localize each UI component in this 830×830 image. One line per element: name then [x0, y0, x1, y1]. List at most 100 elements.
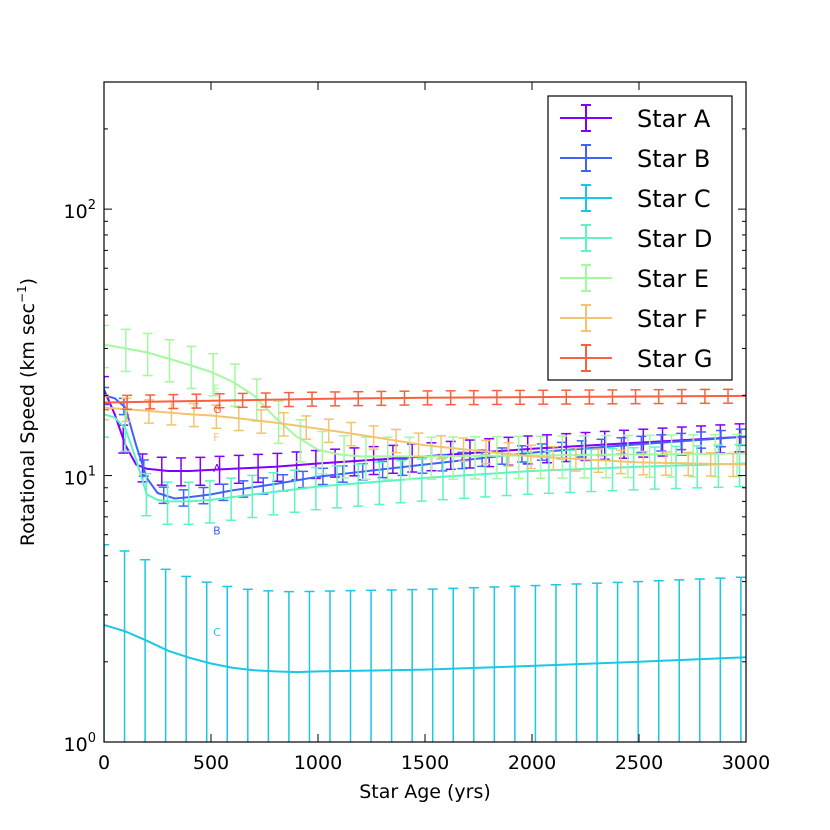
plot-area: A B C E F G [104, 324, 746, 742]
x-tick-label: 3000 [722, 752, 770, 774]
error-bar [694, 578, 705, 742]
legend-item: Star D [560, 224, 712, 253]
error-bar [353, 463, 364, 507]
legend-item: Star E [560, 264, 709, 293]
y-tick-label-base: 10 [64, 734, 88, 756]
error-bar [119, 550, 130, 742]
error-bar [448, 436, 459, 480]
error-bar [557, 435, 568, 479]
y-axis-label-main: Rotational Speed (km sec [17, 303, 39, 546]
legend-label: Star A [637, 105, 711, 133]
error-bar [263, 590, 274, 742]
error-bar [416, 458, 427, 502]
error-bar [289, 469, 300, 513]
error-bar [601, 434, 612, 479]
error-bar [104, 386, 109, 405]
series-star-c: C [104, 543, 746, 742]
error-bar [204, 480, 215, 524]
error-bar [395, 459, 406, 504]
error-bar [386, 589, 397, 742]
error-bar [448, 587, 459, 742]
error-bar [653, 579, 664, 742]
error-bar [489, 586, 500, 742]
error-bar [437, 456, 448, 501]
error-bar [407, 588, 418, 742]
legend: Star A Star B Star C Star D Star E Star F Star… [547, 95, 733, 381]
error-bar [571, 583, 582, 742]
error-bar [715, 577, 726, 742]
y-tick-label-base: 10 [64, 468, 88, 490]
legend-item: Star C [560, 184, 711, 213]
error-bar [622, 434, 633, 479]
error-bar [491, 435, 502, 480]
error-bar [550, 584, 561, 742]
y-axis-label: Rotational Speed (km sec−1) [15, 278, 39, 546]
error-bar [579, 435, 590, 479]
error-bar [162, 481, 173, 526]
error-bar [268, 471, 279, 516]
error-bar [317, 430, 328, 475]
series-star-d [104, 394, 746, 526]
x-tick-label: 0 [98, 752, 110, 774]
y-tick-label: 101 [64, 465, 96, 490]
legend-item: Star F [560, 304, 708, 333]
error-bar [374, 461, 385, 506]
error-bar [735, 576, 746, 742]
series-tag: B [213, 525, 221, 538]
error-bar [324, 590, 335, 742]
legend-label: Star D [637, 225, 712, 253]
error-bar [509, 585, 520, 742]
error-bar [674, 579, 685, 742]
error-bar [201, 581, 212, 742]
error-bar [120, 328, 131, 373]
series-tag: F [213, 431, 219, 444]
y-tick-label-exponent: 0 [88, 731, 96, 746]
legend-label: Star E [637, 265, 709, 293]
error-bar [426, 436, 437, 481]
error-bar [530, 584, 541, 742]
error-bar [104, 324, 109, 369]
error-bar [612, 581, 623, 742]
x-tick-label: 2500 [615, 752, 663, 774]
error-bar [427, 588, 438, 742]
error-bar [501, 452, 512, 497]
error-bar [366, 589, 377, 742]
legend-item: Star B [560, 144, 710, 173]
x-tick-label: 1000 [294, 752, 342, 774]
error-bar [140, 558, 151, 742]
error-bar [142, 332, 153, 377]
x-tick-label: 500 [193, 752, 229, 774]
error-bar [404, 436, 415, 481]
series-line [104, 343, 746, 458]
y-tick-label: 102 [64, 198, 96, 223]
error-bar [382, 436, 393, 481]
error-bar [565, 449, 576, 494]
error-bar [644, 434, 655, 479]
error-bar [459, 455, 470, 500]
error-bar [226, 477, 237, 522]
error-bar [222, 585, 233, 742]
error-bar [513, 435, 524, 480]
legend-item: Star A [560, 104, 711, 133]
error-bar [345, 589, 356, 742]
legend-item: Star G [560, 344, 712, 373]
y-tick-label-exponent: 1 [88, 465, 96, 480]
error-bar [229, 363, 240, 407]
error-bar [332, 464, 343, 509]
error-bar [104, 543, 109, 742]
series-line [104, 413, 746, 503]
error-bar [304, 590, 315, 742]
legend-label: Star F [637, 305, 708, 333]
error-bar [183, 481, 194, 526]
series-tag: C [213, 626, 221, 639]
error-bar [671, 445, 682, 490]
error-bar [242, 588, 253, 742]
legend-label: Star B [637, 145, 710, 173]
x-tick-label: 2000 [508, 752, 556, 774]
error-bar [186, 345, 197, 390]
error-bar [633, 580, 644, 742]
series-tag: A [213, 462, 221, 475]
series-star-f: F [104, 395, 746, 478]
